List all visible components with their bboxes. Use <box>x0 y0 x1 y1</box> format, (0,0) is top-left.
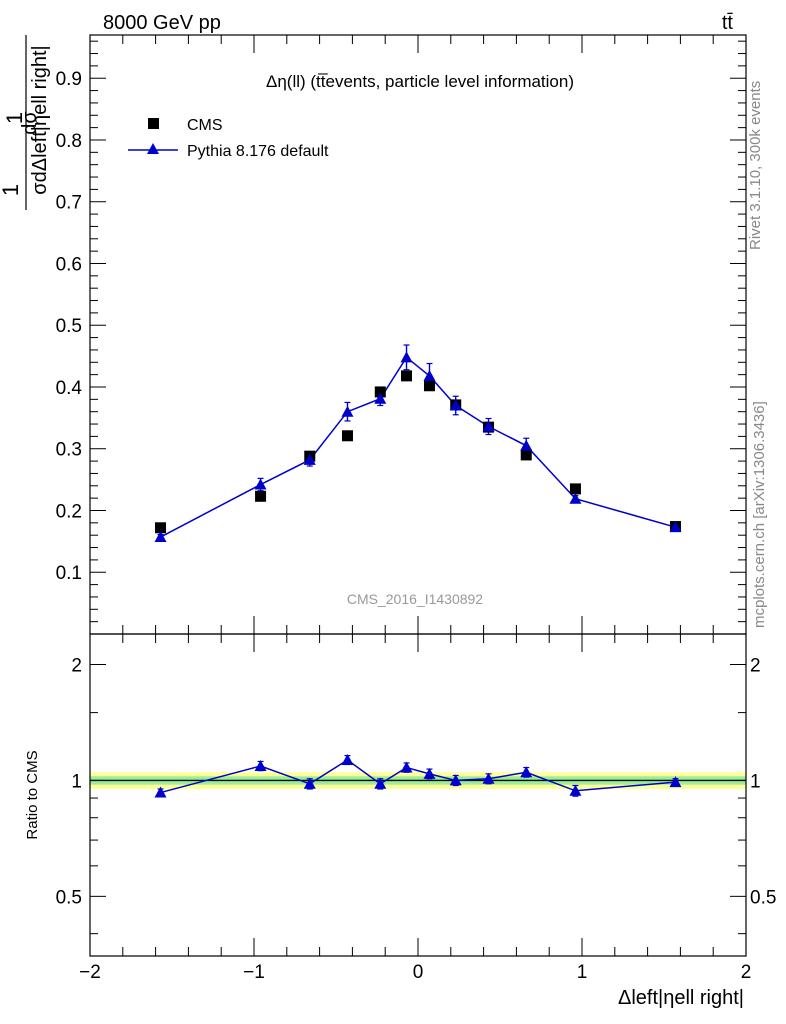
ratio-pythia-line <box>160 759 676 794</box>
ratio-y-tick-label-right: 1 <box>750 771 761 792</box>
ratio-y-tick-label-right: 0.5 <box>750 887 776 908</box>
main-y-tick-label: 0.1 <box>56 563 82 584</box>
main-y-tick-label: 0.9 <box>56 69 82 90</box>
main-y-tick-label: 0.6 <box>56 254 82 275</box>
pythia-data-point <box>482 420 495 432</box>
ratio-y-tick-label-right: 2 <box>750 655 761 676</box>
ratio-uncertainty-band <box>90 772 746 789</box>
main-y-tick-label: 0.2 <box>56 501 82 522</box>
pythia-data-point <box>400 351 413 363</box>
energy-label: 8000 GeV pp <box>103 12 221 34</box>
cms-data-point <box>569 483 581 495</box>
main-y-tick-label: 0.4 <box>56 378 83 399</box>
x-tick-label: 2 <box>741 962 752 983</box>
ratio-data-point <box>569 784 582 796</box>
x-axis-label: Δleft|ηell right| <box>618 987 744 1009</box>
x-tick-label: −2 <box>79 962 101 983</box>
ratio-data-point <box>669 776 682 788</box>
pythia-data-point <box>423 369 436 381</box>
ratio-plot-frame <box>89 633 747 957</box>
pythia-data-point <box>569 492 582 504</box>
pythia-data-point <box>520 439 533 451</box>
ratio-series-line <box>160 759 676 794</box>
legend-cms-marker <box>148 118 159 129</box>
main-y-axis: 0.1 0.2 0.3 0.4 0.5 0.6 0.7 0.8 0.9 <box>56 40 746 623</box>
ratio-data-point <box>154 786 167 798</box>
main-y-tick-label: 0.8 <box>56 131 82 152</box>
ratio-data-point <box>423 767 436 779</box>
y-label-numerator: dσ <box>19 111 41 135</box>
cms-data-point <box>255 490 267 502</box>
pythia-data-point <box>374 392 387 404</box>
pythia-data-point <box>449 399 462 411</box>
pythia-error-bars <box>157 344 679 541</box>
pythia-line <box>160 356 676 538</box>
legend: CMS Pythia 8.176 default <box>128 117 329 160</box>
main-y-tick-label: 0.5 <box>56 316 82 337</box>
pythia-data-point <box>154 531 167 543</box>
main-plot-title: Δη(ll) (tt̅events, particle level inform… <box>266 72 574 91</box>
cms-data-point <box>520 449 532 461</box>
x-tick-label: 1 <box>577 962 588 983</box>
pythia-data-point <box>303 453 316 465</box>
ratio-data-point <box>449 774 462 786</box>
ratio-data-point <box>254 760 267 772</box>
x-tick-label: 0 <box>413 962 424 983</box>
ratio-y-tick-label: 1 <box>71 771 82 792</box>
main-x-ticks <box>89 35 747 634</box>
main-y-tick-label: 0.3 <box>56 440 82 461</box>
pythia-series-line <box>160 356 676 538</box>
cms-data-point <box>401 370 413 382</box>
cms-data-point <box>374 386 386 398</box>
cms-data-point <box>155 522 167 534</box>
legend-pythia-marker <box>147 143 159 154</box>
ratio-x-ticks <box>89 634 747 956</box>
main-y-tick-label: 0.7 <box>56 193 82 214</box>
pythia-data-point <box>254 478 267 490</box>
legend-cms-label: CMS <box>187 117 223 134</box>
ratio-y-tick-label: 2 <box>71 655 82 676</box>
y-label-one: 1 <box>0 184 23 196</box>
pythia-data-point <box>669 521 682 533</box>
y-label-denominator: σdΔleft|ηell right| <box>29 45 51 195</box>
pythia-points <box>154 351 682 543</box>
ratio-y-tick-label: 0.5 <box>56 887 82 908</box>
cms-data-point <box>341 430 353 442</box>
ratio-data-point <box>400 761 413 773</box>
main-y-label: 1 dσ <box>2 111 41 135</box>
ratio-y-label: Ratio to CMS <box>24 750 41 839</box>
process-label: tt̄ <box>722 12 734 34</box>
ratio-data-point <box>303 777 316 789</box>
analysis-id-label: CMS_2016_I1430892 <box>347 591 483 607</box>
legend-pythia-label: Pythia 8.176 default <box>187 143 329 160</box>
cms-data-point <box>423 380 435 392</box>
x-tick-label: −1 <box>243 962 265 983</box>
pythia-data-point <box>341 405 354 417</box>
side-rivet-label: Rivet 3.1.10, 300k events <box>747 81 764 250</box>
ratio-data-point <box>374 777 387 789</box>
cms-points <box>155 370 681 534</box>
ratio-pythia-points <box>154 753 682 798</box>
ratio-data-point <box>520 766 533 778</box>
side-mcplots-label: mcplots.cern.ch [arXiv:1306.3436] <box>751 401 768 628</box>
ratio-data-point <box>341 753 354 765</box>
svg-text:1: 1 <box>2 112 27 124</box>
x-tick-labels: −2 −1 0 1 2 <box>79 962 751 983</box>
ratio-y-axis: 0.5 0.5 1 1 2 2 <box>56 655 776 935</box>
ratio-data-point <box>482 772 495 784</box>
